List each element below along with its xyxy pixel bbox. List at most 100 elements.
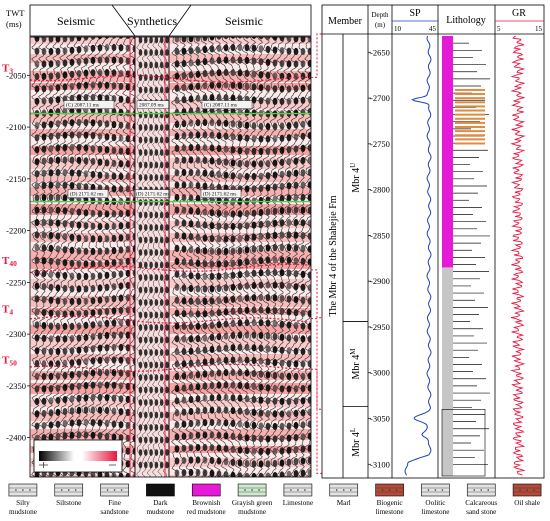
lithology-oil-shale-bed [455,142,485,145]
sp-curve [404,35,432,476]
tie-label-lower-right: (D) 2171.62 ms [200,189,242,198]
lithology-oil-shale-bed [455,117,485,120]
seismic-trace [241,37,250,477]
gr-scale-max: 15 [535,25,543,33]
legend-label: Calcareous [465,499,497,507]
twt-tick-label: -2050 [6,70,26,80]
synthetic-trace [136,37,143,477]
correlation-connector [311,318,326,474]
twt-tick-label: -2300 [6,329,26,339]
seismic-trace [171,37,180,477]
seismic-trace [122,37,131,477]
depth-tick-label: -2900 [370,276,390,286]
seismic-trace [262,37,271,477]
gr-scale-min: 5 [497,25,501,33]
legend-item-limestone: Limestone [283,483,313,507]
seismic-trace [297,37,306,477]
tie-label-lower-left: (D) 2171.62 ms [67,189,109,198]
seismic-trace [276,37,285,477]
formation-label: The Mbr 4 of the Shahejie Fm [328,195,339,316]
horizon-label-t3: T3 [2,62,13,75]
legend-label: Siltstone [56,499,81,507]
header-seismic-left: Seismic [57,14,95,28]
member-label: Mbr 4M [349,348,362,380]
seismic-trace [101,37,110,477]
twt-tick-label: -2150 [6,174,26,184]
legend-label-line2: limestone [376,508,404,516]
member-header: Member [328,16,363,27]
legend-label: Oolitic [425,499,445,507]
horizon-labels: T3 T40 T4 T50 [2,62,17,367]
seismic-trace [178,37,187,477]
legend-label: Oil shale [514,499,540,507]
horizon-t3 [29,74,311,83]
lithology-oil-shale-bed [455,138,485,141]
legend-label-line2: limestone [421,508,449,516]
lithology-oil-shale-bed [455,105,485,108]
seismic-trace [304,37,311,477]
horizon-label-t50: T50 [2,354,17,367]
svg-text:(D) 2171.62 ms: (D) 2171.62 ms [70,191,103,198]
member-label: Mbr 4U [349,163,362,193]
svg-text:(C) 2087.11 ms: (C) 2087.11 ms [204,102,237,109]
seismic-trace [87,37,96,477]
twt-tick-label: -2250 [6,277,26,287]
horizon-t40 [29,263,311,274]
depth-tick-label: -2950 [370,322,390,332]
amplitude-colorbar [33,439,123,473]
svg-text:(D) 2171.62 ms: (D) 2171.62 ms [203,191,236,198]
horizon-label-t40: T40 [2,255,17,268]
legend-label-line2: mudstone [146,508,174,516]
sp-header: SP [409,8,421,19]
legend-label: Biogenic [377,499,403,507]
member-intervals: Mbr 4U Mbr 4M Mbr 4L [343,163,368,457]
lithology-oil-shale-bed [455,113,485,116]
seismic-trace [269,37,278,477]
legend-swatch [191,483,221,497]
seismic-panel: TWT (ms) Seismic Synthetics Seismic (C) … [2,4,312,478]
legend-item-oilshale: Oil shale [512,483,542,507]
seismic-trace [213,37,222,477]
sp-log [404,35,432,476]
gr-header: GR [512,8,526,19]
tie-label-upper-right: (C) 2087.11 ms [201,100,253,109]
seismic-header-box [29,4,312,37]
sp-scale-max: 45 [429,25,437,33]
synthetic-traces [135,37,169,477]
twt-tick-label: -2350 [6,381,26,391]
legend-label: Silty [16,499,30,507]
lithology-oil-shale-bed [455,88,485,91]
depth-tick-label: -2700 [370,93,390,103]
header-divider-left [111,4,136,37]
tie-label-upper-center: 2087.09 ms [136,100,170,109]
seismic-trace [234,37,243,477]
horizon-label-t4: T4 [2,304,13,317]
lithology-oil-shale-bed [455,121,485,124]
depth-tick-label: -2750 [370,139,390,149]
well-panel-frame [321,4,545,479]
legend-label-line2: red mudstone [187,508,226,516]
depth-header: Depth [371,11,389,19]
seismic-trace [80,37,89,477]
horizon-t4 [29,315,311,324]
depth-tick-label: -3050 [370,413,390,423]
lithology-gray-interval [442,267,453,476]
seismic-trace [192,37,201,477]
seismic-trace [199,37,208,477]
lithology-oil-shale-bed [455,93,485,96]
gr-curve [510,35,526,476]
twt-axis-unit: (ms) [6,19,22,29]
tie-label-lower-center: (D) 2171.62 ms [133,189,171,198]
depth-tick-label: -3000 [370,368,390,378]
tie-label-upper-left: (C) 2087.11 ms [63,100,115,109]
lithology-oil-shale-bed [455,134,485,137]
well-log-panel: Member Depth (m) SP 10 45 Lithology GR 5… [321,4,545,479]
synthetic-trace [152,37,159,477]
svg-text:(C) 2087.11 ms: (C) 2087.11 ms [66,102,99,109]
legend-label: Brownish [192,499,220,507]
